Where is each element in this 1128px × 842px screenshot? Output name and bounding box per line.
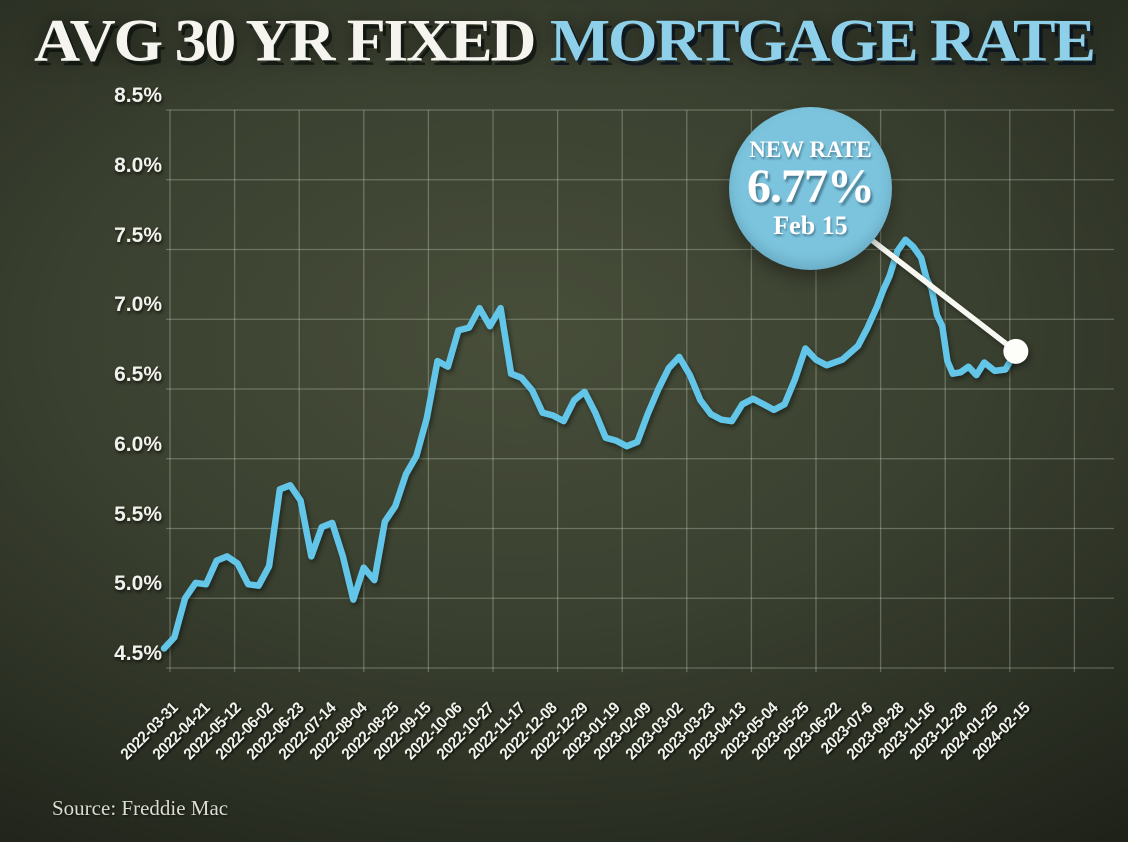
callout-date: Feb 15 xyxy=(773,211,848,240)
y-axis-label: 8.5% xyxy=(114,84,162,107)
y-axis-label: 5.0% xyxy=(114,572,162,596)
title-part-white: AVG 30 YR FIXED xyxy=(34,8,536,75)
y-axis-label: 7.5% xyxy=(114,223,162,247)
y-axis-label: 6.5% xyxy=(114,363,162,386)
source-credit: Source: Freddie Mac xyxy=(52,796,229,820)
y-axis-label: 5.5% xyxy=(114,502,162,526)
callout-bubble: NEW RATE 6.77% Feb 15 xyxy=(729,107,892,270)
title-part-blue: MORTGAGE RATE xyxy=(549,8,1096,75)
y-axis-label: 8.0% xyxy=(114,153,162,177)
latest-point-marker xyxy=(1003,338,1029,364)
callout-value: 6.77% xyxy=(747,160,875,213)
y-axis-label: 6.0% xyxy=(114,432,162,456)
y-axis-label: 7.0% xyxy=(114,293,162,317)
chart-title: AVG 30 YR FIXED MORTGAGE RATE xyxy=(34,6,1096,77)
rate-line xyxy=(160,236,1020,652)
callout-label: NEW RATE xyxy=(749,137,872,162)
callout-pointer-line xyxy=(866,235,1019,355)
y-axis-label: 4.5% xyxy=(114,642,162,665)
